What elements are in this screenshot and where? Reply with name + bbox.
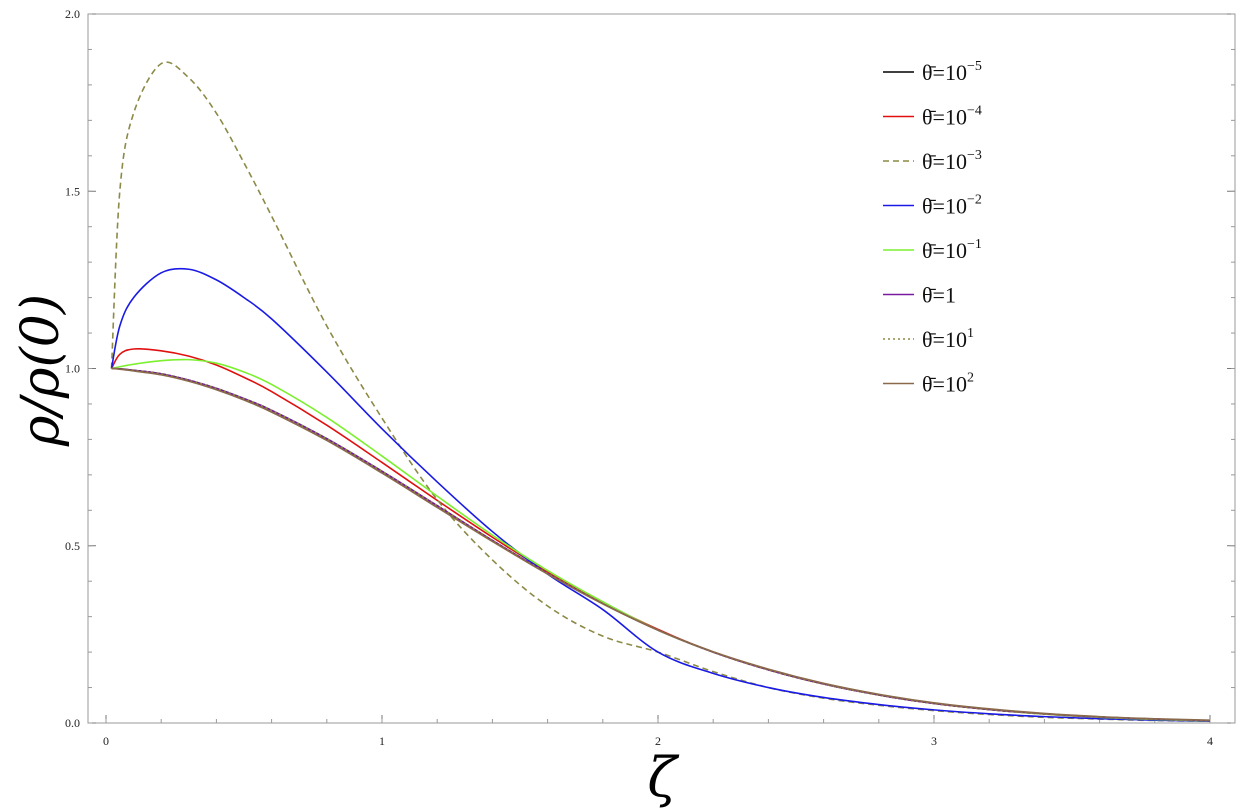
x-tick-label: 4: [1207, 734, 1213, 748]
legend-label-base: θ̄=10: [922, 372, 967, 397]
series-line-2: [110, 61, 1211, 723]
legend-label-exponent: −5: [967, 59, 982, 74]
legend-label: θ̄=102: [922, 371, 974, 397]
x-axis-title: ζ: [647, 746, 679, 809]
x-tick-label: 1: [379, 734, 385, 748]
series-layer: [110, 61, 1211, 723]
series-line-6: [111, 367, 1211, 722]
series-line-5: [111, 367, 1211, 722]
series-line-0: [111, 367, 1211, 722]
legend-label-exponent: 1: [967, 326, 974, 341]
legend-label-base: θ̄=10: [922, 327, 967, 352]
legend-label-exponent: 2: [967, 371, 974, 386]
y-tick-label: 2.0: [65, 7, 80, 21]
legend-label-exponent: −2: [967, 193, 982, 208]
y-tick-label: 0.5: [65, 539, 80, 553]
axis-ticks: 0 1 2 3 4 0.0 0.5 1.0 1.5 2.0: [65, 7, 1235, 748]
series-line-1: [110, 348, 1211, 722]
legend-label: θ̄=101: [922, 326, 974, 352]
y-tick-label: 1.5: [65, 184, 80, 198]
legend-label-base: θ̄=10: [922, 60, 967, 85]
y-tick-label: 1.0: [65, 362, 80, 376]
legend-label: θ̄=1: [922, 283, 956, 308]
legend-label: θ̄=10−4: [922, 104, 982, 130]
x-tick-label: 2: [655, 734, 661, 748]
plot-frame: [87, 13, 1236, 724]
legend-label-exponent: −3: [967, 148, 982, 163]
legend-label: θ̄=10−2: [922, 193, 982, 219]
legend-label-base: θ̄=10: [922, 105, 967, 130]
series-line-3: [110, 267, 1211, 723]
legend-label-exponent: −1: [967, 237, 982, 252]
legend-label-exponent: −4: [967, 104, 982, 119]
legend-label: θ̄=10−1: [922, 237, 982, 263]
y-tick-label: 0.0: [65, 716, 80, 730]
series-line-7: [111, 367, 1211, 721]
legend: θ̄=10−5θ̄=10−4θ̄=10−3θ̄=10−2θ̄=10−1θ̄=1θ…: [883, 59, 982, 397]
legend-label: θ̄=10−5: [922, 59, 982, 85]
y-axis-title: ρ/ρ(0): [11, 294, 71, 447]
x-tick-label: 3: [931, 734, 937, 748]
legend-label-base: θ̄=10: [922, 149, 967, 174]
legend-label: θ̄=10−3: [922, 148, 982, 174]
legend-label-base: θ̄=10: [922, 238, 967, 263]
x-tick-label: 0: [103, 734, 109, 748]
legend-label-base: θ̄=10: [922, 194, 967, 219]
legend-label-base: θ̄=1: [922, 283, 956, 308]
